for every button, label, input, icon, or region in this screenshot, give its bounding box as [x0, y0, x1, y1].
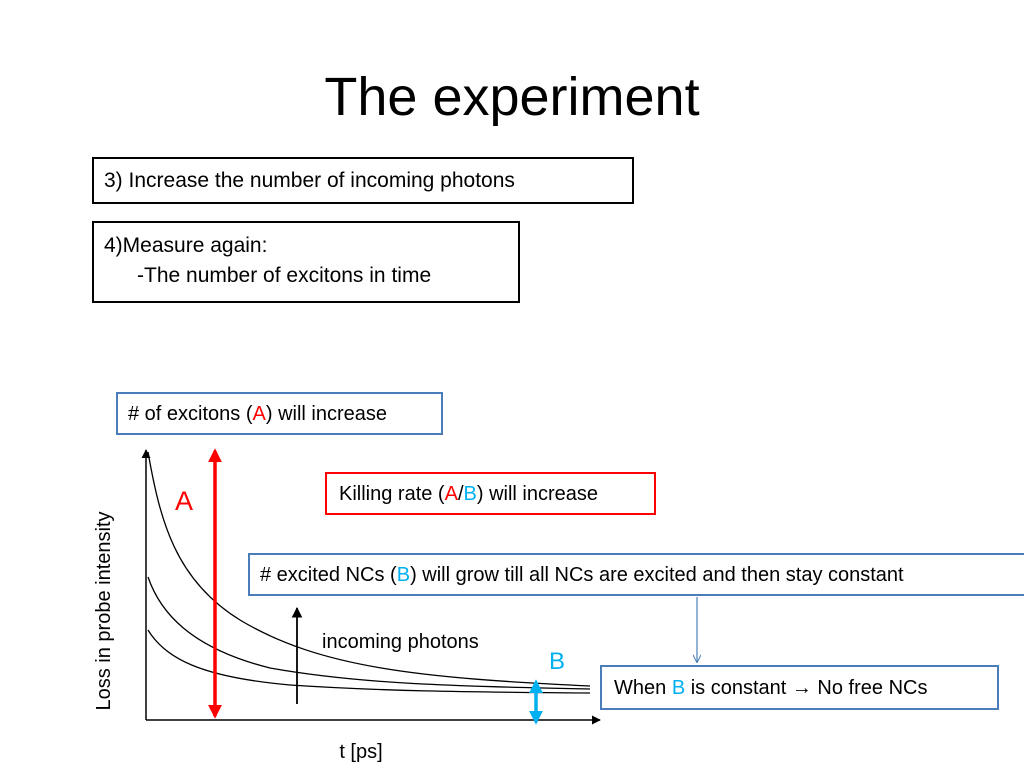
y-axis-label: Loss in probe intensity	[93, 511, 115, 710]
decay-curve-low	[147, 629, 591, 694]
constant-text-tail: No free NCs	[811, 677, 928, 699]
constant-text-before: When	[614, 677, 672, 699]
excitons-text-after: ) will increase	[265, 403, 388, 425]
killing-slash: /	[457, 483, 464, 505]
excitons-label-a: A	[252, 403, 266, 425]
x-axis-label: t [ps]	[339, 741, 382, 763]
no-free-ncs-box: When B is constant → No free NCs	[600, 665, 999, 710]
constant-text-after: is constant	[685, 677, 792, 699]
excitons-increase-box: # of excitons (A) will increase	[116, 392, 443, 435]
excitons-text-before: # of excitons (	[128, 403, 253, 425]
excited-ncs-box: # excited NCs (B) will grow till all NCs…	[248, 553, 1024, 596]
page-title: The experiment	[324, 67, 700, 127]
step3-text: 3) Increase the number of incoming photo…	[104, 169, 515, 192]
step4-line2: -The number of excitons in time	[137, 264, 432, 287]
decay-curve-high	[147, 451, 591, 687]
constant-label-b: B	[671, 677, 686, 699]
killing-label-b: B	[463, 483, 477, 505]
label-a: A	[175, 486, 193, 516]
killing-label-a: A	[444, 483, 458, 505]
label-b: B	[549, 648, 565, 675]
nc-label-b: B	[396, 564, 411, 586]
nc-text-after: ) will grow till all NCs are excited and…	[410, 564, 904, 586]
incoming-photons-label: incoming photons	[322, 631, 479, 653]
step4-box: 4)Measure again: -The number of excitons…	[92, 221, 520, 303]
right-arrow-icon: →	[791, 677, 812, 699]
step4-line1: 4)Measure again:	[104, 234, 268, 257]
killing-text-after: ) will increase	[476, 483, 599, 505]
nc-text-before: # excited NCs (	[260, 564, 397, 586]
killing-text-before: Killing rate (	[339, 483, 445, 505]
killing-rate-box: Killing rate (A/B) will increase	[325, 472, 656, 515]
step3-box: 3) Increase the number of incoming photo…	[92, 157, 634, 204]
decay-curve-mid	[147, 576, 591, 690]
